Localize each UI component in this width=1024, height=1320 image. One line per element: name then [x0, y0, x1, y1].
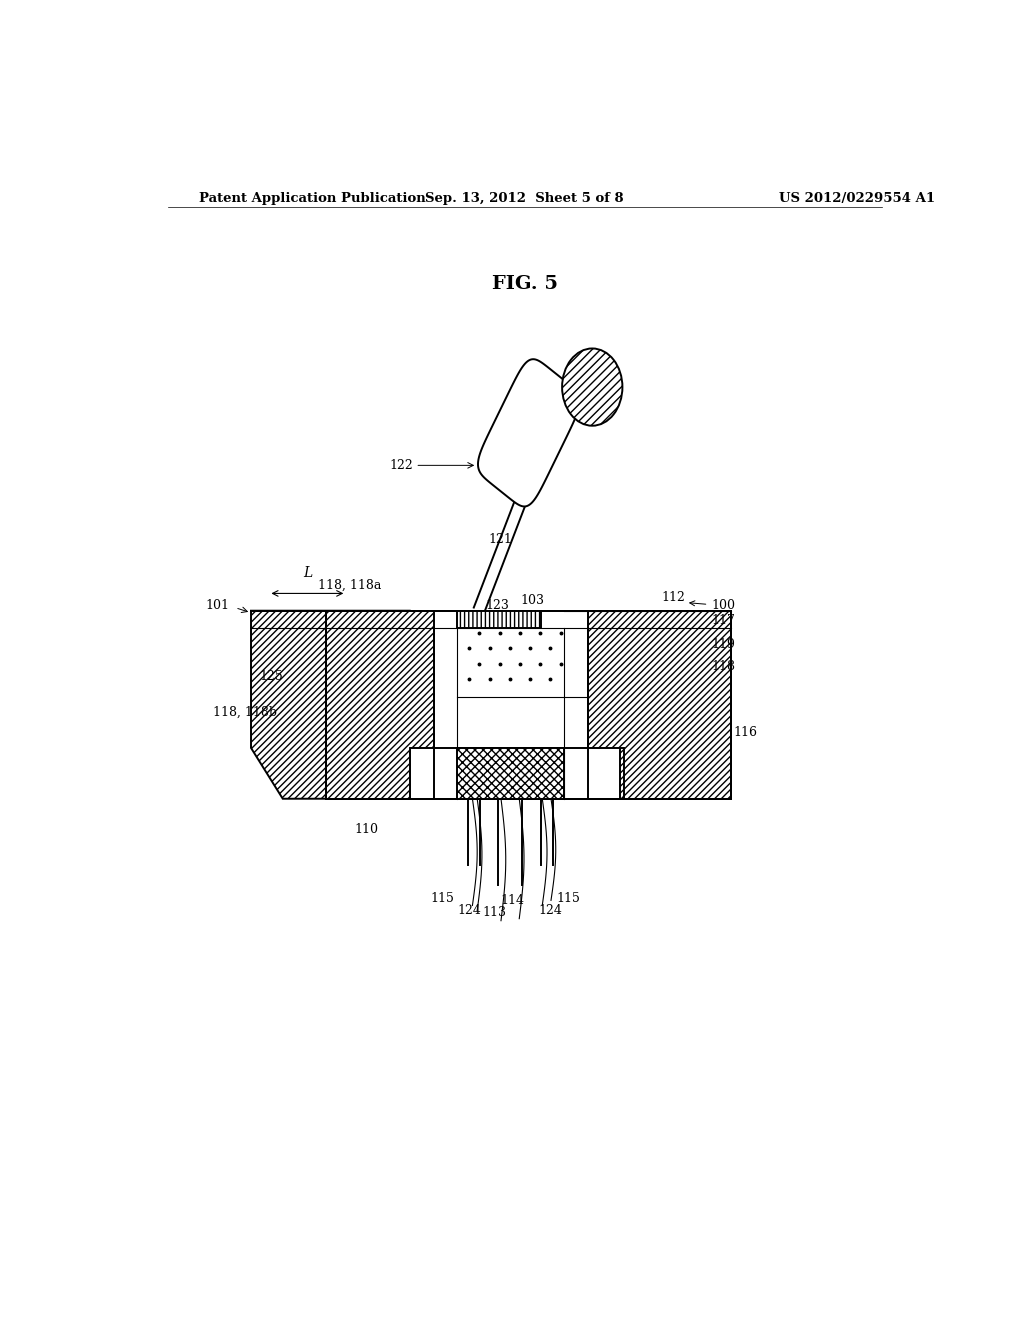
Text: 118: 118 [712, 660, 735, 673]
Text: 121: 121 [488, 533, 512, 546]
Text: 122: 122 [390, 459, 414, 471]
Text: 124: 124 [458, 904, 481, 917]
Polygon shape [478, 359, 580, 507]
Text: 125: 125 [259, 671, 283, 684]
Polygon shape [458, 748, 564, 799]
Text: 115: 115 [430, 892, 455, 904]
Text: 101: 101 [206, 599, 229, 612]
Text: 116: 116 [733, 726, 758, 739]
Text: 115: 115 [556, 892, 581, 904]
Text: 114: 114 [500, 894, 524, 907]
Text: Sep. 13, 2012  Sheet 5 of 8: Sep. 13, 2012 Sheet 5 of 8 [426, 191, 624, 205]
Text: 124: 124 [539, 904, 562, 917]
Text: US 2012/0229554 A1: US 2012/0229554 A1 [778, 191, 935, 205]
Text: FIG. 5: FIG. 5 [492, 276, 558, 293]
Polygon shape [327, 611, 433, 799]
Text: L: L [303, 566, 312, 581]
Text: 123: 123 [485, 599, 509, 612]
Text: 112: 112 [662, 591, 685, 605]
Polygon shape [620, 611, 731, 799]
Polygon shape [588, 611, 731, 799]
Text: 113: 113 [482, 906, 507, 919]
Text: 103: 103 [521, 594, 545, 607]
Text: Patent Application Publication: Patent Application Publication [200, 191, 426, 205]
Text: 118, 118b: 118, 118b [213, 706, 276, 719]
Text: 110: 110 [354, 822, 378, 836]
Circle shape [562, 348, 623, 426]
Text: 100: 100 [690, 599, 735, 612]
Text: 118, 118a: 118, 118a [318, 578, 382, 591]
Polygon shape [458, 611, 541, 628]
Text: 119: 119 [712, 638, 735, 651]
Text: 117: 117 [712, 614, 735, 627]
Polygon shape [251, 611, 410, 799]
